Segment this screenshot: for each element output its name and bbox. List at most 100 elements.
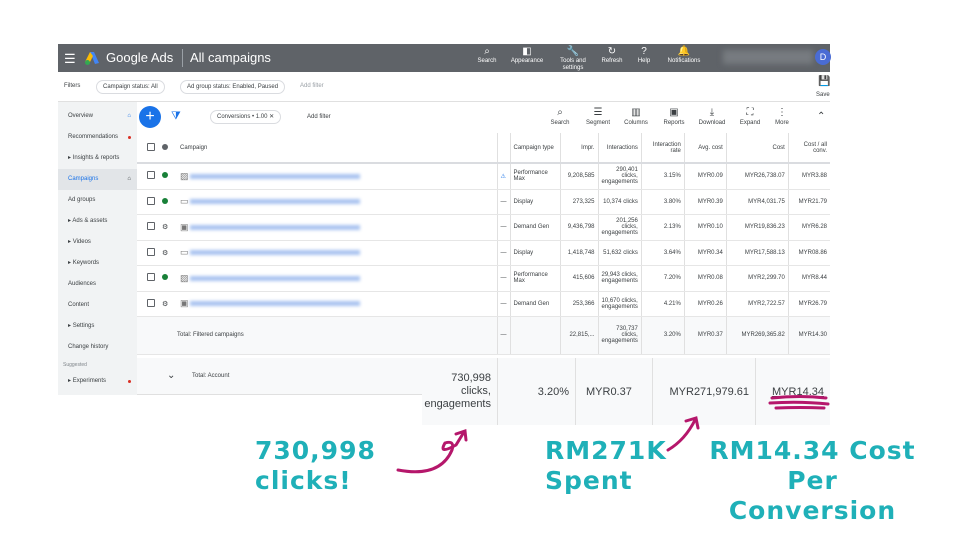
sidebar-item-campaigns[interactable]: Campaigns ⌂ [58,169,137,190]
sidebar-item-experiments[interactable]: ▸ Experiments [58,371,137,392]
save-icon[interactable]: 💾 [818,76,831,87]
toolbar-search[interactable]: ⌕ Search [543,107,577,127]
toolbar-reports[interactable]: ▣ Reports [657,107,691,127]
sidebar-item-content[interactable]: Content [68,302,90,308]
total-interactions: 730,737 clicks, engagements [597,316,642,355]
header-search-button[interactable]: ⌕ Search [468,46,506,65]
cost: MYR26,738.07 [725,163,789,190]
sidebar-item-ad-groups[interactable]: Ad groups [68,197,96,203]
row-checkbox[interactable] [147,298,155,307]
col-avg-cost[interactable]: Avg. cost [683,133,727,164]
tools-button[interactable]: 🔧 Tools and settings [554,46,592,72]
chevron-down-icon[interactable]: ⌄ [167,370,176,381]
sidebar-item-keywords[interactable]: ▸ Keywords [68,260,100,266]
interactions: 10,670 clicks, engagements [597,291,642,317]
sidebar-item-change-history[interactable]: Change history [68,344,109,350]
status-enabled-icon[interactable] [162,197,168,204]
recommendation-icon[interactable]: ⚠ [500,173,506,180]
table-row[interactable]: ▨ ⚠ Performance Max 9,208,585 290,401 cl… [137,163,830,190]
sidebar-item-ads-assets[interactable]: ▸ Ads & assets [68,218,108,224]
add-filter-button[interactable]: Add filter [307,114,331,120]
impr: 273,325 [559,189,598,215]
campaign-name-blurred[interactable] [190,173,361,179]
status-paused-icon[interactable]: ⚙ [162,300,169,308]
status-enabled-icon[interactable] [162,274,168,280]
col-campaign[interactable]: Campaign [177,133,497,164]
row-checkbox[interactable] [147,196,155,205]
row-checkbox[interactable] [147,171,155,180]
toolbar-download[interactable]: ⤓ Download [695,107,729,127]
campaign-name-blurred[interactable] [190,224,361,230]
interactions: 29,943 clicks, engagements [597,265,642,292]
campaign-name-blurred[interactable] [190,199,361,204]
filter-chip-campaign-status[interactable]: Campaign status: All [96,80,165,94]
toolbar-segment[interactable]: ☰ Segment [581,107,615,127]
sidebar-item-videos[interactable]: ▸ Videos [68,239,91,245]
total-avg-cost: MYR0.37 [683,316,727,355]
add-filter-link[interactable]: Add filter [300,83,324,89]
help-button[interactable]: ? Help [625,46,663,65]
table-row[interactable]: ⚙ ▣ — Demand Gen 253,366 10,670 clicks, … [137,291,830,317]
notifications-button[interactable]: 🔔 Notifications [662,46,706,65]
search-icon: ⌕ [557,107,563,118]
row-flag: — [496,265,510,292]
status-paused-icon[interactable]: ⚙ [162,224,169,231]
toolbar-expand[interactable]: ⛶ Expand [733,107,767,127]
cost-per-conv: MYR8.44 [787,265,830,292]
segment-icon: ☰ [593,107,603,118]
search-icon: ⌕ [484,46,490,57]
row-checkbox[interactable] [147,247,155,256]
col-impr[interactable]: Impr. [559,133,598,164]
interaction-rate: 4.21% [640,291,685,317]
campaigns-table: Campaign Campaign type Impr. Interaction… [137,133,830,355]
campaign-type-icon: ▣ [180,298,189,308]
filter-chip-conversions[interactable]: Conversions • 1.00 ✕ [210,110,282,124]
annotation-cost-per-conversion: RM14.34 Cost Per Conversion [709,436,916,525]
filter-icon[interactable]: ⧩ [171,110,181,122]
campaign-type-icon: ▨ [180,272,189,283]
alert-dot-icon [128,380,131,383]
toolbar-more[interactable]: ⋮ More [765,107,799,127]
total-account-label: Total: Account [192,373,230,379]
table-row[interactable]: ⚙ ▭ — Display 1,418,748 51,632 clicks 3.… [137,240,830,266]
menu-icon[interactable]: ☰ [64,51,76,66]
col-cost-per-conv[interactable]: Cost / all conv. [787,133,830,164]
sidebar-item-settings[interactable]: ▸ Settings [68,323,95,329]
status-paused-icon[interactable]: ⚙ [162,249,169,257]
avatar[interactable]: D [815,49,831,65]
status-enabled-icon[interactable] [162,172,168,179]
refresh-button[interactable]: ↻ Refresh [593,46,631,65]
toolbar-columns[interactable]: ▥ Columns [619,107,653,127]
col-campaign-type[interactable]: Campaign type [509,133,560,164]
table-row[interactable]: ⚙ ▣ — Demand Gen 9,436,798 201,256 click… [137,214,830,241]
total-cost: MYR269,365.82 [725,316,789,355]
appearance-button[interactable]: ◧ Appearance [508,46,546,65]
home-icon: ⌂ [127,176,131,182]
campaign-name-blurred[interactable] [190,275,361,281]
avg-cost: MYR0.26 [683,291,727,317]
col-interaction-rate[interactable]: Interaction rate [640,133,685,164]
row-flag: — [496,240,510,266]
create-button[interactable]: + [139,106,161,128]
collapse-icon[interactable]: ⌃ [817,111,826,122]
filter-chip-ad-group-status[interactable]: Ad group status: Enabled, Paused [180,80,286,94]
campaign-name-blurred[interactable] [190,301,361,306]
campaign-name-blurred[interactable] [190,250,361,255]
col-interactions[interactable]: Interactions [597,133,642,164]
col-cost[interactable]: Cost [725,133,789,164]
table-row[interactable]: ▭ — Display 273,325 10,374 clicks 3.80% … [137,189,830,215]
sidebar-item-overview[interactable]: Overview ⌂ [58,106,137,127]
campaign-type: Performance Max [509,265,560,292]
select-all-checkbox[interactable] [147,142,155,151]
sidebar-item-insights[interactable]: ▸ Insights & reports [68,155,120,161]
table-toolbar: + ⧩ Conversions • 1.00 ✕ Add filter ⌕ Sea… [137,102,830,133]
table-row[interactable]: ▨ — Performance Max 415,606 29,943 click… [137,265,830,292]
sidebar-item-audiences[interactable]: Audiences [68,281,97,287]
close-icon[interactable]: ✕ [269,114,275,120]
row-checkbox[interactable] [147,222,155,230]
row-checkbox[interactable] [147,273,155,281]
help-icon: ? [641,46,647,57]
impr: 415,606 [559,265,598,292]
sidebar-item-recommendations[interactable]: Recommendations [58,127,137,148]
avg-cost: MYR0.10 [683,214,727,241]
